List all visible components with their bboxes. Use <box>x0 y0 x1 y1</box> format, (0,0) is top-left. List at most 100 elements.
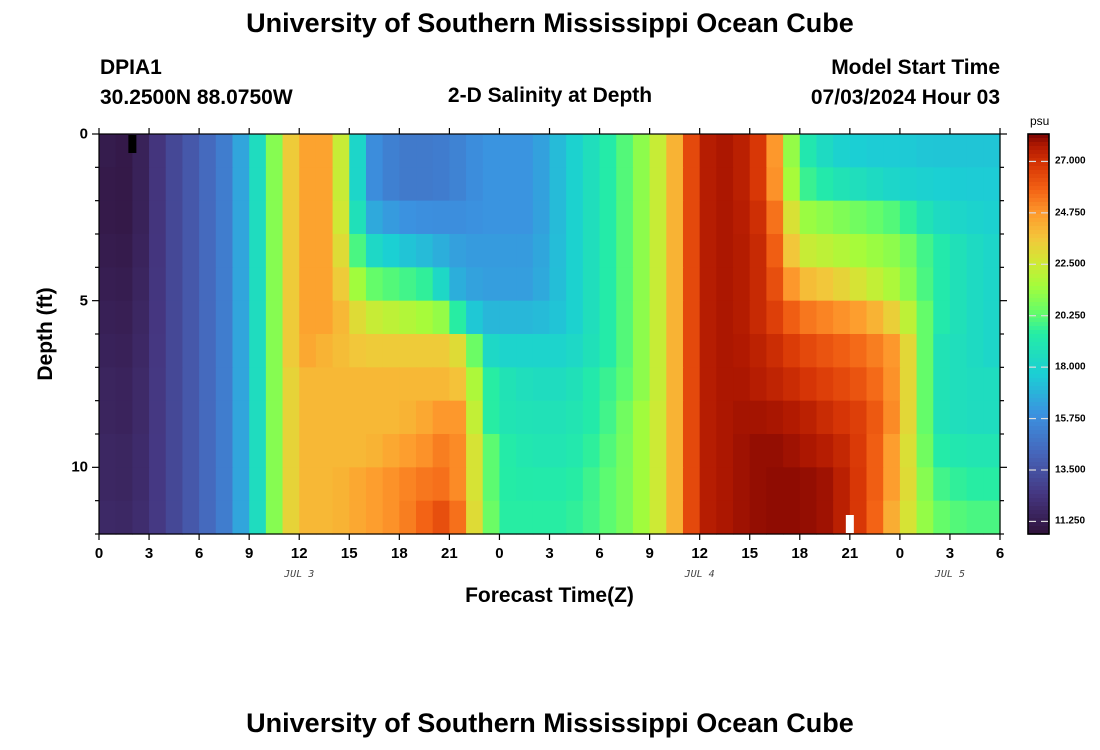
colorbar-tick-label: 27.000 <box>1055 155 1086 167</box>
heatmap-cell <box>532 500 551 535</box>
heatmap-cell <box>766 500 784 535</box>
model-start-value: 07/03/2024 Hour 03 <box>810 86 1000 109</box>
heatmap-cell <box>866 234 884 268</box>
heatmap-cell <box>299 400 317 435</box>
heatmap-cell <box>315 434 334 468</box>
heatmap-cell <box>699 434 717 468</box>
heatmap-cell <box>349 467 367 502</box>
heatmap-cell <box>365 300 384 335</box>
colorbar-segment <box>1028 506 1049 511</box>
heatmap-cell <box>616 367 634 402</box>
heatmap-cell <box>365 200 384 235</box>
x-tick-label: 6 <box>995 545 1005 562</box>
colorbar-segment <box>1028 446 1049 451</box>
heatmap-cell <box>616 434 634 468</box>
heatmap-cell <box>883 167 901 202</box>
heatmap-cell <box>733 167 751 202</box>
x-tick-label: 6 <box>595 545 604 562</box>
heatmap-cell <box>649 267 667 302</box>
colorbar-segment <box>1028 374 1049 379</box>
heatmap-cell <box>149 367 167 402</box>
heatmap-cell <box>532 134 551 168</box>
colorbar-segment <box>1028 318 1049 323</box>
heatmap-cell <box>99 234 117 268</box>
heatmap-cell <box>899 334 918 368</box>
heatmap-cell <box>616 267 634 302</box>
heatmap-cell <box>666 500 684 535</box>
colorbar-segment <box>1028 382 1049 387</box>
heatmap-cell <box>566 200 584 235</box>
colorbar-tick-label: 20.250 <box>1055 310 1086 322</box>
heatmap-cell <box>783 300 801 335</box>
heatmap-cell <box>699 467 717 502</box>
heatmap-cell <box>966 167 984 202</box>
heatmap-cell <box>883 200 901 235</box>
colorbar-segment <box>1028 322 1049 327</box>
heatmap-cell <box>199 134 217 168</box>
heatmap-cell <box>883 434 901 468</box>
heatmap-cell <box>215 234 234 268</box>
colorbar-segment <box>1028 354 1049 359</box>
heatmap-cell <box>649 167 667 202</box>
heatmap-cell <box>365 167 384 202</box>
heatmap-cell <box>916 200 934 235</box>
heatmap-cell <box>983 500 1001 535</box>
heatmap-cell <box>249 134 267 168</box>
heatmap-cell <box>649 134 667 168</box>
colorbar-frame <box>1027 133 1050 535</box>
colorbar-segment <box>1028 342 1049 347</box>
colorbar-segment <box>1028 362 1049 367</box>
heatmap-cell <box>866 167 884 202</box>
heatmap-cell <box>516 200 534 235</box>
heatmap-cell <box>716 500 734 535</box>
heatmap-cell <box>232 234 250 268</box>
heatmap-cell <box>799 400 818 435</box>
heatmap-cell <box>115 300 133 335</box>
heatmap-cell <box>733 234 751 268</box>
heatmap-cell <box>566 400 584 435</box>
heatmap-cell <box>282 500 300 535</box>
heatmap-cell <box>332 400 350 435</box>
heatmap-cell <box>599 467 617 502</box>
heatmap-cell <box>315 134 334 168</box>
heatmap-cell <box>332 300 350 335</box>
heatmap-cell <box>215 167 234 202</box>
heatmap-cell <box>199 234 217 268</box>
colorbar-segment <box>1028 186 1049 191</box>
heatmap-cell <box>699 267 717 302</box>
x-tick-label: 3 <box>545 545 554 562</box>
heatmap-cell <box>566 500 584 535</box>
heatmap-cell <box>966 300 984 335</box>
heatmap-cell <box>249 500 267 535</box>
heatmap-cell <box>332 367 350 402</box>
heatmap-cell <box>566 334 584 368</box>
heatmap-cell <box>416 200 434 235</box>
heatmap-cell <box>599 200 617 235</box>
heatmap-cell <box>299 234 317 268</box>
heatmap-cell <box>132 234 150 268</box>
heatmap-cell <box>532 400 551 435</box>
heatmap-cell <box>916 234 934 268</box>
heatmap-cell <box>516 267 534 302</box>
heatmap-cell <box>382 300 400 335</box>
colorbar-segment <box>1028 250 1049 255</box>
heatmap-cell <box>299 267 317 302</box>
heatmap-cell <box>516 434 534 468</box>
colorbar-segment <box>1028 502 1049 507</box>
colorbar-segment <box>1028 442 1049 447</box>
heatmap-cell <box>616 334 634 368</box>
heatmap-cell <box>549 234 567 268</box>
heatmap-cell <box>466 134 484 168</box>
heatmap-cell <box>783 334 801 368</box>
heatmap-cell <box>899 400 918 435</box>
heatmap-cell <box>232 167 250 202</box>
colorbar-segment <box>1028 302 1049 307</box>
colorbar-segment <box>1028 406 1049 411</box>
heatmap-cell <box>749 400 768 435</box>
heatmap-cell <box>616 500 634 535</box>
heatmap-cell <box>582 500 601 535</box>
heatmap-cell <box>649 200 667 235</box>
heatmap-cell <box>399 300 417 335</box>
heatmap-cell <box>382 134 400 168</box>
heatmap-cell <box>849 500 868 535</box>
